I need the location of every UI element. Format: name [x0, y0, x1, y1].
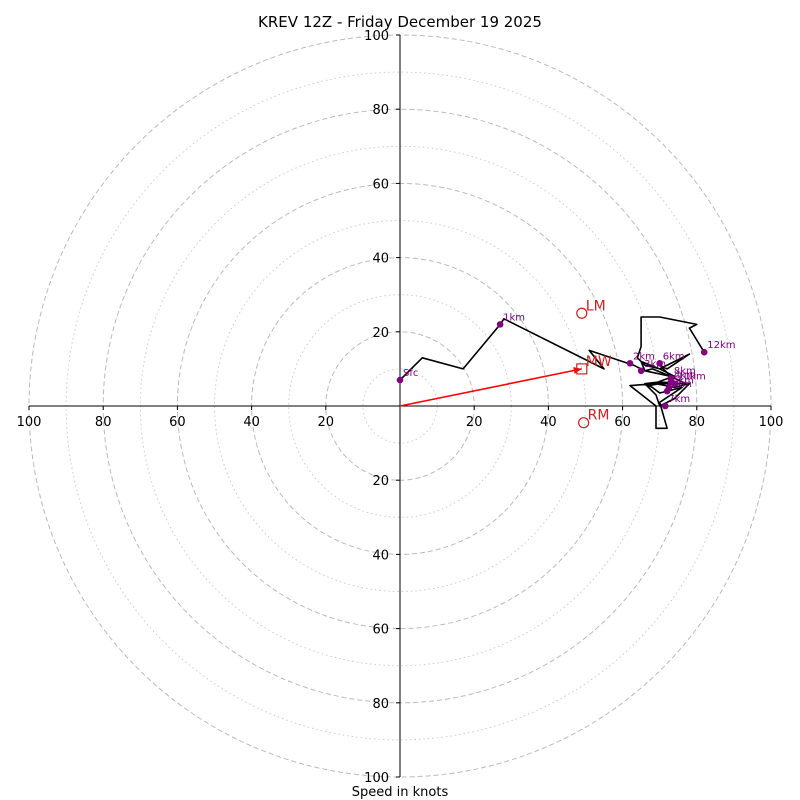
x-tick-label: 100	[759, 415, 784, 430]
y-tick-label: 40	[372, 252, 389, 267]
height-label: 1km	[503, 312, 525, 323]
height-point-8km: 8km	[667, 366, 696, 382]
height-label: 3km	[644, 359, 666, 370]
height-point-sfc: Sfc	[396, 368, 418, 384]
x-tick-label: 100	[17, 415, 42, 430]
storm-motion-label: MW	[586, 354, 612, 370]
storm-motion-lm: LM	[576, 298, 606, 319]
x-tick-label: 40	[243, 415, 260, 430]
y-tick-label: 60	[372, 623, 389, 638]
height-marker	[626, 360, 634, 367]
height-marker	[663, 387, 671, 395]
y-tick-label: 60	[372, 177, 389, 192]
x-tick-label: 20	[466, 415, 483, 430]
chart-title: KREV 12Z - Friday December 19 2025	[258, 13, 542, 31]
height-label: 10km	[678, 372, 706, 383]
shear-vector-line	[399, 368, 582, 407]
height-marker	[496, 321, 504, 328]
storm-motion-markers: LM MW RM	[576, 298, 612, 429]
shear-vector-arrowhead	[573, 367, 582, 374]
height-point-3km: 3km	[637, 359, 666, 375]
height-marker	[671, 380, 678, 388]
height-marker	[700, 348, 708, 356]
storm-motion-label: RM	[588, 408, 610, 424]
height-label: Sfc	[403, 368, 418, 379]
height-marker	[667, 374, 675, 382]
height-point-9km: 9km	[663, 379, 692, 395]
height-point-7km: 7km	[661, 394, 690, 410]
height-label: 8km	[674, 366, 696, 377]
storm-motion-marker	[576, 363, 588, 375]
height-point-2km: 2km	[626, 351, 655, 367]
x-tick-label: 80	[95, 415, 112, 430]
height-label: 2km	[633, 351, 655, 362]
height-label: 12km	[707, 340, 735, 351]
height-label: 4km	[674, 370, 696, 381]
storm-motion-rm: RM	[578, 408, 610, 429]
height-point-12km: 12km	[700, 340, 735, 356]
height-marker	[396, 376, 404, 384]
height-label: 6km	[663, 351, 685, 362]
tick-labels: 20 20 20 20 40 40 40 40 60 60 60 60 80 80 80 80 100 100 10…	[17, 29, 784, 786]
x-tick-label: 20	[318, 415, 335, 430]
storm-motion-marker	[576, 307, 588, 319]
height-label: 5km	[672, 375, 694, 386]
height-marker	[656, 360, 663, 367]
x-tick-label: 40	[540, 415, 557, 430]
x-tick-label: 60	[169, 415, 186, 430]
y-tick-label: 100	[364, 771, 389, 786]
y-tick-label: 40	[372, 548, 389, 563]
height-point-6km: 6km	[656, 351, 685, 367]
y-tick-label: 80	[372, 697, 389, 712]
storm-motion-label: LM	[586, 298, 606, 314]
x-tick-label: 80	[689, 415, 706, 430]
height-point-1km: 1km	[496, 312, 525, 328]
shear-vector-group	[399, 367, 582, 407]
hodograph-trace	[399, 316, 705, 430]
y-tick-label: 80	[372, 103, 389, 118]
x-tick-label: 60	[614, 415, 631, 430]
height-marker	[661, 402, 669, 410]
storm-motion-marker	[578, 417, 590, 429]
height-marker	[637, 367, 645, 375]
y-tick-label: 100	[364, 29, 389, 44]
hodograph-trace-group	[399, 316, 705, 430]
x-axis-label: Speed in knots	[352, 785, 449, 800]
height-point-10km: 10km	[671, 372, 706, 388]
y-tick-label: 20	[372, 474, 389, 489]
height-label: 9km	[670, 379, 692, 390]
y-tick-label: 20	[372, 326, 389, 341]
storm-motion-mw: MW	[576, 354, 612, 375]
height-label: 7km	[668, 394, 690, 405]
